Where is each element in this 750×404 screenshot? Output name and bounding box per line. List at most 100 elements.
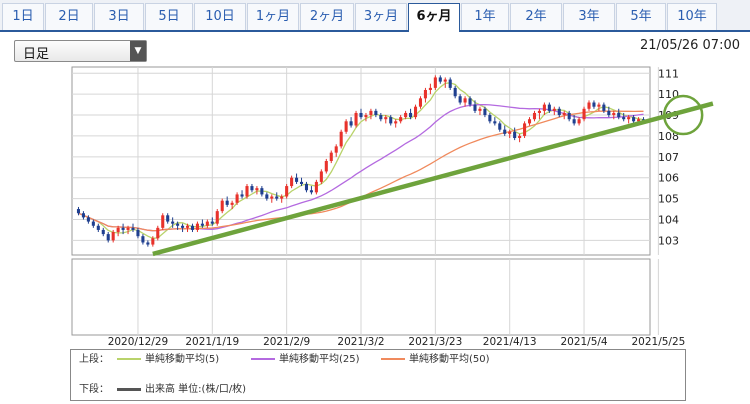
x-tick-label-3: 2021/3/2 (337, 336, 384, 348)
candle-body-87 (508, 131, 512, 134)
period-select[interactable]: 日足 ▼ (14, 40, 147, 62)
candle-body-53 (339, 131, 343, 147)
candle-body-74 (443, 79, 447, 82)
candle-body-73 (438, 77, 442, 82)
candle-body-12 (136, 229, 140, 237)
candle-body-108 (612, 112, 616, 116)
tab-0[interactable]: 1日 (2, 3, 44, 30)
tab-5[interactable]: 1ヶ月 (247, 3, 299, 30)
y-tick-label-8: 111 (658, 67, 679, 80)
tab-8[interactable]: 6ヶ月 (408, 3, 460, 32)
candle-body-95 (547, 104, 551, 111)
legend-upper-label: 上段： (79, 354, 109, 365)
y-tick-label-1: 104 (658, 213, 679, 226)
legend-volume: 出来高 単位:(株/口/枚) (117, 383, 246, 397)
candle-body-62 (384, 117, 388, 120)
candle-body-4 (96, 225, 100, 230)
candle-body-64 (394, 121, 398, 124)
candle-body-14 (146, 242, 150, 245)
candle-body-17 (161, 215, 165, 228)
tab-9[interactable]: 1年 (461, 3, 509, 30)
candle-body-25 (200, 223, 204, 226)
candle-body-11 (131, 227, 135, 230)
candle-body-10 (126, 227, 130, 230)
candle-body-51 (329, 152, 333, 161)
tab-11[interactable]: 3年 (563, 3, 615, 30)
candle-body-100 (572, 119, 576, 124)
candle-body-1 (81, 213, 85, 218)
candle-body-38 (265, 194, 269, 199)
candle-body-43 (290, 177, 294, 187)
y-tick-label-2: 105 (658, 193, 679, 206)
candle-body-40 (275, 196, 279, 199)
ma50-swatch (381, 358, 405, 360)
chevron-down-icon: ▼ (130, 41, 146, 61)
candle-body-35 (250, 186, 254, 191)
x-tick-label-6: 2021/5/4 (560, 336, 607, 348)
candle-body-68 (413, 106, 418, 118)
candle-body-111 (627, 117, 631, 120)
candle-body-48 (314, 181, 318, 193)
tab-1[interactable]: 2日 (45, 3, 93, 30)
candle-body-88 (513, 131, 517, 139)
candle-body-96 (552, 108, 556, 111)
candle-body-92 (532, 112, 537, 120)
trendline (152, 101, 714, 257)
candle-body-24 (195, 223, 199, 230)
candle-body-57 (359, 112, 363, 118)
candle-body-23 (190, 225, 195, 230)
tab-12[interactable]: 5年 (616, 3, 666, 30)
tab-10[interactable]: 2年 (510, 3, 562, 30)
y-tick-label-3: 106 (658, 172, 679, 185)
candle-body-106 (602, 104, 606, 111)
candle-body-81 (478, 108, 482, 111)
candle-body-8 (116, 227, 120, 233)
tab-7[interactable]: 3ヶ月 (355, 3, 407, 30)
candle-body-26 (205, 221, 209, 226)
candle-body-31 (230, 202, 234, 205)
candle-body-70 (423, 89, 427, 99)
candle-body-59 (369, 110, 373, 116)
candle-body-109 (617, 112, 621, 118)
tab-3[interactable]: 5日 (145, 3, 193, 30)
y-tick-label-4: 107 (658, 151, 679, 164)
candle-body-112 (632, 117, 636, 122)
legend-ma25: 単純移動平均(25) (251, 353, 360, 367)
candle-body-101 (577, 119, 581, 124)
tab-4[interactable]: 10日 (194, 3, 246, 30)
candle-body-85 (498, 123, 502, 130)
candle-body-50 (324, 161, 328, 172)
tab-13[interactable]: 10年 (667, 3, 717, 30)
x-tick-label-4: 2021/3/23 (408, 336, 462, 348)
ma5-swatch (117, 358, 141, 360)
legend-ma5-label: 単純移動平均(5) (145, 354, 220, 365)
candle-body-69 (418, 98, 423, 107)
candle-body-66 (404, 112, 408, 118)
candle-body-75 (448, 79, 452, 88)
candle-body-39 (270, 196, 274, 199)
candles (76, 75, 646, 247)
candle-body-67 (409, 112, 413, 118)
y-tick-label-7: 110 (658, 88, 679, 101)
tab-2[interactable]: 3日 (94, 3, 144, 30)
highlight-circle (662, 94, 704, 136)
x-tick-label-7: 2021/5/25 (631, 336, 685, 348)
y-tick-label-0: 103 (658, 234, 679, 247)
candle-body-2 (86, 217, 90, 222)
candle-body-107 (607, 110, 611, 116)
candle-body-83 (488, 115, 492, 122)
tab-6[interactable]: 2ヶ月 (300, 3, 354, 30)
candle-body-76 (453, 87, 457, 97)
candle-body-21 (181, 225, 185, 228)
candle-body-0 (76, 209, 81, 214)
candle-body-47 (309, 190, 313, 193)
candle-body-71 (428, 87, 432, 90)
candle-body-93 (537, 110, 541, 113)
x-tick-label-2: 2021/2/9 (263, 336, 310, 348)
candle-body-90 (523, 123, 527, 136)
candle-body-55 (349, 121, 353, 126)
candle-body-56 (354, 112, 358, 126)
legend-lower-label: 下段： (79, 384, 109, 395)
candle-body-37 (260, 188, 264, 195)
candle-body-45 (299, 181, 304, 184)
